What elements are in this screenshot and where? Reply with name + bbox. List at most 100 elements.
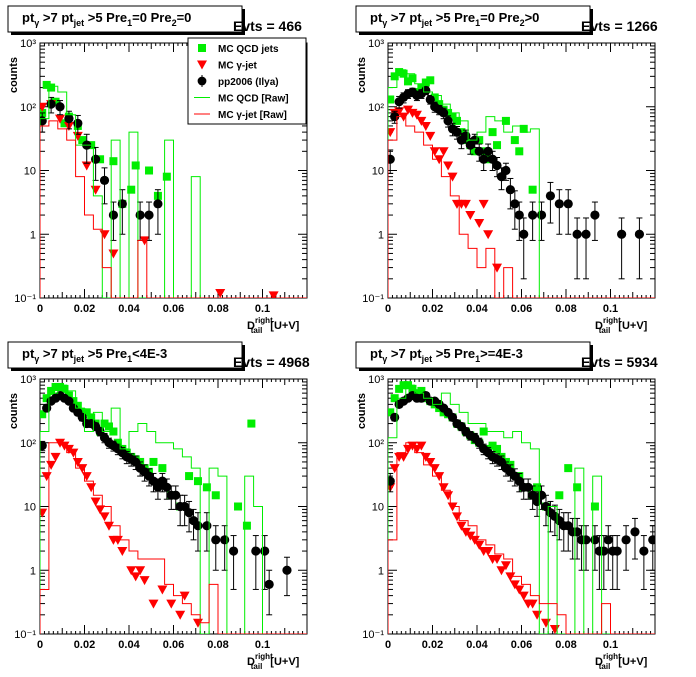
gjet-triangle-marker — [492, 555, 503, 565]
qcd-square-marker — [519, 124, 528, 133]
legend-label: MC QCD jets — [218, 44, 279, 55]
legend-marker — [197, 76, 207, 86]
data-point-marker — [260, 546, 270, 556]
data-point-marker — [220, 535, 230, 545]
data-point-marker — [648, 535, 655, 545]
data-point-marker — [40, 116, 47, 126]
hist-line — [40, 120, 307, 298]
gjet-triangle-marker — [90, 497, 101, 507]
plot-area — [388, 381, 655, 634]
y-axis-title: counts — [8, 57, 20, 93]
qcd-square-marker — [488, 128, 497, 137]
x-axis: 0 0.02 0.04 0.06 0.08 0.1 — [37, 379, 308, 651]
y-axis-title: counts — [356, 57, 368, 93]
data-point-marker — [144, 210, 154, 220]
data-point-marker — [153, 199, 163, 209]
data-point-marker — [135, 210, 145, 220]
title-box-shadow — [242, 9, 245, 35]
gjet-triangle-marker — [130, 572, 141, 582]
event-count: Evts = 5934 — [581, 354, 658, 370]
data-point-marker — [439, 108, 449, 118]
qcd-square-marker — [395, 384, 404, 393]
qcd-square-marker — [51, 97, 60, 106]
gjet-triangle-marker — [268, 291, 279, 298]
data-point-marker — [452, 127, 462, 137]
x-tick-label: 0.02 — [422, 303, 443, 315]
qcd-square-marker — [47, 83, 56, 92]
x-tick-label: 0.02 — [422, 639, 443, 651]
x-tick-label: 0.08 — [207, 639, 228, 651]
series-mc-jet-raw- — [388, 442, 655, 634]
x-tick-label: 0.08 — [555, 303, 576, 315]
title-box-shadow — [590, 9, 593, 35]
series-mc-jet-raw- — [388, 116, 655, 298]
qcd-square-marker — [145, 166, 154, 175]
event-count: Evts = 4968 — [233, 354, 310, 370]
data-point-marker — [99, 175, 110, 185]
x-tick-label: 0.1 — [255, 303, 270, 315]
legend-box — [187, 37, 307, 125]
qcd-square-marker — [452, 116, 461, 125]
qcd-square-marker — [162, 172, 171, 181]
y-tick-label: 10⁻¹ — [362, 293, 384, 305]
data-point-marker — [55, 102, 65, 112]
qcd-square-marker — [388, 408, 395, 417]
qcd-square-marker — [185, 472, 194, 481]
hist-line — [388, 69, 655, 298]
x-tick-label: 0.06 — [163, 639, 184, 651]
x-tick-label: 0 — [385, 639, 391, 651]
gjet-triangle-marker — [509, 580, 520, 590]
legend-label: MC γ-jet — [218, 61, 258, 72]
title-text: ptγ >7 ptjet >5 Pre1=0 Pre2=0 — [22, 10, 191, 28]
gjet-triangle-marker — [474, 219, 485, 229]
qcd-square-marker — [234, 502, 243, 511]
qcd-square-marker — [435, 100, 444, 109]
gjet-triangle-marker — [411, 110, 422, 120]
hist-line — [388, 442, 655, 634]
qcd-square-marker — [564, 464, 573, 473]
series-mc-qcd-raw- — [40, 384, 307, 634]
data-point-marker — [390, 412, 400, 422]
legend: MC QCD jets MC γ-jet pp2006 (Ilya) MC QCD [… — [187, 37, 307, 125]
gjet-triangle-marker — [527, 599, 538, 609]
x-tick-label: 0.1 — [603, 303, 618, 315]
qcd-square-marker — [430, 93, 439, 102]
panel-title: ptγ >7 ptjet >5 Pre1=0 Pre2>0 — [355, 5, 593, 35]
data-point-marker — [581, 229, 591, 239]
data-point-marker — [64, 396, 74, 406]
qcd-square-marker — [193, 477, 202, 486]
data-point-marker — [621, 535, 631, 545]
panel-title: ptγ >7 ptjet >5 Pre1=0 Pre2=0 — [7, 5, 245, 35]
y-tick-label: 10 — [372, 166, 384, 178]
legend-label: pp2006 (Ilya) — [218, 77, 279, 88]
qcd-square-marker — [42, 394, 51, 403]
y-tick-label: 10 — [24, 502, 36, 514]
qcd-square-marker — [395, 68, 404, 77]
qcd-square-marker — [555, 491, 564, 500]
y-tick-label: 10⁻¹ — [14, 629, 36, 641]
gjet-triangle-marker — [126, 566, 137, 576]
panel-title: ptγ >7 ptjet >5 Pre1>=4E-3 — [355, 341, 593, 371]
hist-line — [40, 85, 307, 298]
x-tick-label: 0.1 — [255, 639, 270, 651]
title-text: ptγ >7 ptjet >5 Pre1=0 Pre2>0 — [370, 10, 539, 28]
series-mc-qcd-raw- — [40, 85, 307, 298]
gjet-triangle-marker — [175, 610, 186, 620]
qcd-square-marker — [533, 483, 542, 492]
data-point-marker — [501, 165, 511, 176]
plot-frame — [387, 378, 656, 635]
title-text: ptγ >7 ptjet >5 Pre1<4E-3 — [22, 346, 167, 364]
qcd-square-marker — [64, 391, 73, 400]
x-tick-label: 0.02 — [74, 303, 95, 315]
x-tick-label: 0.02 — [74, 639, 95, 651]
legend-marker — [197, 60, 207, 70]
x-tick-label: 0 — [37, 639, 43, 651]
series-mc-jet-raw- — [40, 442, 307, 634]
y-tick-label: 10 — [372, 502, 384, 514]
data-point-marker — [388, 154, 395, 164]
qcd-square-marker — [104, 422, 113, 431]
qcd-square-marker — [408, 74, 417, 83]
gjet-triangle-marker — [447, 172, 458, 182]
gjet-triangle-marker — [40, 102, 48, 112]
